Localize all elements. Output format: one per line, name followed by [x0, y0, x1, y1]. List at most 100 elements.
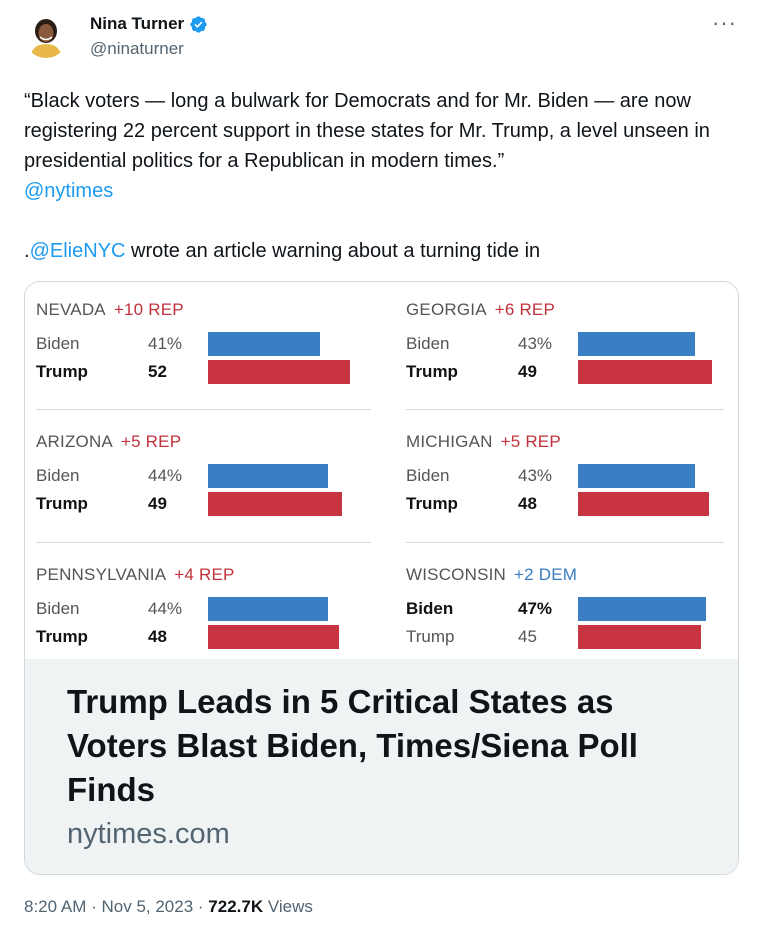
candidate-row-trump: Trump 49 — [406, 360, 738, 386]
state-name: ARIZONA — [36, 432, 113, 451]
state-georgia: GEORGIA +6 REP Biden 43% Trump 49 — [406, 300, 738, 410]
state-name: NEVADA — [36, 300, 106, 319]
state-margin: +6 REP — [494, 300, 556, 319]
candidate-value-label: 44% — [148, 599, 183, 618]
author-handle[interactable]: @ninaturner — [90, 39, 184, 58]
tweet-text: “Black voters — long a bulwark for Democ… — [24, 86, 739, 266]
candidate-name: Biden — [36, 599, 80, 618]
candidate-value-label: 45 — [518, 627, 537, 646]
candidate-value-label: 44% — [148, 466, 183, 485]
candidate-row-trump: Trump 49 — [36, 492, 381, 518]
candidate-value-label: 41% — [148, 334, 183, 353]
bar-arizona-biden — [208, 464, 329, 488]
candidate-value-label: 47% — [518, 599, 553, 618]
bar-arizona-trump — [208, 492, 342, 516]
tweet-line2-prefix: . — [24, 240, 30, 262]
candidate-value-label: 43% — [518, 334, 553, 353]
chart-divider — [406, 542, 724, 543]
tweet-quote: “Black voters — long a bulwark for Democ… — [24, 90, 710, 172]
tweet-line2-suffix: wrote an article warning about a turning… — [125, 240, 541, 262]
state-michigan: MICHIGAN +5 REP Biden 43% Trump 48 — [406, 432, 738, 542]
candidate-name: Trump — [36, 627, 88, 646]
state-title: WISCONSIN +2 DEM — [406, 565, 577, 585]
bar-wisconsin-trump — [578, 625, 701, 649]
candidate-row-biden: Biden 44% — [36, 597, 381, 623]
state-pennsylvania: PENNSYLVANIA +4 REP Biden 44% Trump 48 — [36, 565, 381, 675]
candidate-name: Biden — [406, 466, 450, 485]
bar-pennsylvania-trump — [208, 625, 340, 649]
candidate-name: Biden — [36, 334, 80, 353]
candidate-value-label: 52 — [148, 362, 167, 381]
candidate-value-label: 43% — [518, 466, 553, 485]
bar-georgia-trump — [578, 360, 712, 384]
card-footer[interactable]: Trump Leads in 5 Critical States as Vote… — [25, 659, 738, 874]
state-title: MICHIGAN +5 REP — [406, 432, 561, 452]
candidate-row-biden: Biden 47% — [406, 597, 738, 623]
state-margin: +10 REP — [113, 300, 184, 319]
state-title: PENNSYLVANIA +4 REP — [36, 565, 235, 585]
state-name: MICHIGAN — [406, 432, 493, 451]
bar-wisconsin-biden — [578, 597, 707, 621]
avatar[interactable] — [24, 14, 68, 58]
views-count: 722.7K — [208, 897, 264, 916]
chart-divider — [36, 542, 371, 543]
state-margin: +2 DEM — [514, 565, 578, 584]
poll-chart-image: NEVADA +10 REP Biden 41% Trump 52 GEORGIA +6 RE… — [25, 282, 738, 659]
candidate-row-trump: Trump 48 — [36, 625, 381, 651]
tweet-time[interactable]: 8:20 AM — [24, 897, 87, 916]
tweet-meta: 8:20 AM · Nov 5, 2023 · 722.7K Views — [24, 897, 313, 917]
card-headline[interactable]: Trump Leads in 5 Critical States as Vote… — [67, 683, 638, 808]
candidate-row-biden: Biden 43% — [406, 332, 738, 358]
chart-divider — [36, 409, 371, 410]
views-label: Views — [263, 897, 313, 916]
state-margin: +4 REP — [174, 565, 235, 584]
verified-badge-icon — [190, 15, 207, 33]
state-title: NEVADA +10 REP — [36, 300, 184, 320]
candidate-name: Biden — [406, 334, 450, 353]
meta-separator-2: · — [193, 897, 209, 916]
candidate-value-label: 49 — [518, 362, 537, 381]
card-domain: nytimes.com — [67, 818, 230, 850]
mention-nytimes[interactable]: @nytimes — [24, 180, 114, 202]
author-name[interactable]: Nina Turner — [90, 14, 185, 33]
candidate-row-trump: Trump 45 — [406, 625, 738, 651]
meta-separator: · — [86, 897, 102, 916]
candidate-row-trump: Trump 48 — [406, 492, 738, 518]
state-name: PENNSYLVANIA — [36, 565, 167, 584]
state-wisconsin: WISCONSIN +2 DEM Biden 47% Trump 45 — [406, 565, 738, 675]
candidate-name: Biden — [36, 466, 80, 485]
profile-avatar-icon — [24, 14, 68, 58]
bar-nevada-trump — [208, 360, 350, 384]
bar-michigan-biden — [578, 464, 696, 488]
state-margin: +5 REP — [500, 432, 561, 451]
candidate-row-biden: Biden 44% — [36, 464, 381, 490]
state-name: WISCONSIN — [406, 565, 507, 584]
more-options-icon[interactable]: ··· — [712, 10, 737, 35]
bar-michigan-trump — [578, 492, 710, 516]
state-nevada: NEVADA +10 REP Biden 41% Trump 52 — [36, 300, 381, 410]
candidate-value-label: 48 — [518, 494, 537, 513]
link-card[interactable]: NEVADA +10 REP Biden 41% Trump 52 GEORGIA +6 RE… — [24, 281, 739, 875]
candidate-name: Trump — [36, 362, 88, 381]
tweet-date[interactable]: Nov 5, 2023 — [101, 897, 194, 916]
candidate-name: Biden — [406, 599, 454, 618]
state-margin: +5 REP — [120, 432, 182, 451]
bar-pennsylvania-biden — [208, 597, 329, 621]
candidate-row-biden: Biden 43% — [406, 464, 738, 490]
candidate-name: Trump — [406, 494, 458, 513]
tweet-header: Nina Turner @ninaturner ··· — [24, 12, 739, 68]
state-title: GEORGIA +6 REP — [406, 300, 555, 320]
state-title: ARIZONA +5 REP — [36, 432, 181, 452]
candidate-row-biden: Biden 41% — [36, 332, 381, 358]
candidate-value-label: 48 — [148, 627, 167, 646]
chart-divider — [406, 409, 724, 410]
candidate-name: Trump — [36, 494, 88, 513]
state-name: GEORGIA — [406, 300, 487, 319]
state-arizona: ARIZONA +5 REP Biden 44% Trump 49 — [36, 432, 381, 542]
bar-nevada-biden — [208, 332, 320, 356]
mention-elienyc[interactable]: @ElieNYC — [29, 240, 126, 262]
candidate-row-trump: Trump 52 — [36, 360, 381, 386]
bar-georgia-biden — [578, 332, 696, 356]
candidate-name: Trump — [406, 627, 455, 646]
candidate-value-label: 49 — [148, 494, 167, 513]
